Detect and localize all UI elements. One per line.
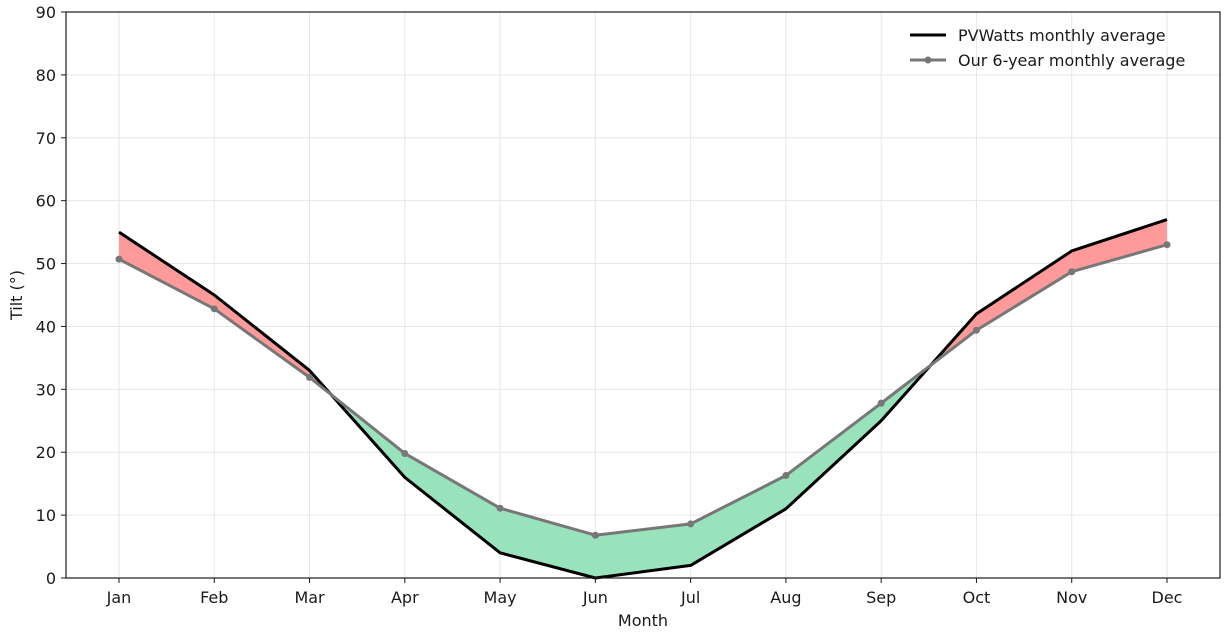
plot-lines	[115, 218, 1171, 580]
y-tick-label: 80	[36, 66, 56, 85]
legend-label-ours: Our 6-year monthly average	[958, 51, 1185, 70]
x-tick-label: Jun	[582, 588, 608, 607]
x-tick-label: Feb	[200, 588, 228, 607]
fill-segment	[690, 475, 786, 566]
legend: PVWatts monthly average Our 6-year month…	[910, 26, 1185, 70]
x-tick-label: Jan	[106, 588, 132, 607]
y-tick-label: 60	[36, 192, 56, 211]
fill-between	[119, 219, 1167, 578]
series-point-ours	[306, 373, 314, 381]
plot-frame	[65, 11, 1221, 579]
grid	[66, 11, 1220, 579]
x-tick-label: Sep	[866, 588, 896, 607]
x-tick-label: May	[484, 588, 517, 607]
x-tick-label: Dec	[1152, 588, 1183, 607]
series-point-ours	[877, 399, 885, 407]
y-axis-label: Tilt (°)	[7, 270, 26, 321]
y-tick-label: 70	[36, 129, 56, 148]
y-tick-label: 50	[36, 255, 56, 274]
y-tick-label: 0	[46, 569, 56, 588]
series-point-ours	[115, 255, 123, 263]
x-tick-label: Nov	[1056, 588, 1087, 607]
fill-segment	[785, 403, 882, 509]
y-tick-label: 30	[36, 380, 56, 399]
y-tick-label: 40	[36, 317, 56, 336]
series-point-ours	[687, 520, 695, 528]
x-tick-label: Apr	[391, 588, 419, 607]
series-line-ours	[118, 243, 1168, 537]
x-axis-label: Month	[618, 611, 668, 630]
x-axis-ticks: Jan Feb Mar Apr May Jun Jul Aug Sep Oct Nov Dec	[106, 578, 1183, 607]
x-tick-label: Jul	[680, 588, 700, 607]
series-point-ours	[591, 531, 599, 539]
fill-segment	[595, 523, 691, 578]
series-point-ours	[782, 471, 790, 479]
x-tick-label: Aug	[770, 588, 801, 607]
series-point-ours	[496, 504, 504, 512]
y-axis-ticks: 0 10 20 30 40 50 60 70 80 90	[36, 3, 66, 588]
series-point-ours	[1068, 268, 1076, 276]
fill-segment	[1071, 219, 1167, 272]
y-tick-label: 90	[36, 3, 56, 22]
legend-label-pvwatts: PVWatts monthly average	[958, 26, 1166, 45]
series-point-ours	[972, 326, 980, 334]
series-point-ours	[210, 305, 218, 313]
fill-segment	[976, 250, 1072, 331]
y-tick-label: 20	[36, 443, 56, 462]
series-line-pvwatts	[118, 218, 1168, 580]
y-tick-label: 10	[36, 506, 56, 525]
fill-segment	[500, 508, 596, 578]
x-tick-label: Mar	[294, 588, 325, 607]
fill-segment	[119, 232, 215, 309]
x-tick-label: Oct	[963, 588, 991, 607]
series-point-ours	[1163, 241, 1171, 249]
series-point-ours	[401, 449, 409, 457]
legend-marker-ours	[924, 56, 932, 64]
fill-segment	[404, 453, 501, 553]
